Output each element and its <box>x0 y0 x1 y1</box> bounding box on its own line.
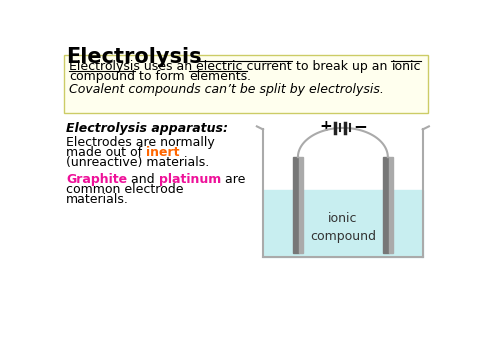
Text: are: are <box>221 172 246 185</box>
Text: to break up an: to break up an <box>292 60 391 73</box>
Text: made out of: made out of <box>66 145 146 159</box>
Text: .: . <box>247 70 251 83</box>
Text: platinum: platinum <box>159 172 221 185</box>
Text: compound: compound <box>69 70 135 83</box>
Text: elements: elements <box>189 70 247 83</box>
Text: Electrolysis apparatus:: Electrolysis apparatus: <box>66 122 228 135</box>
Text: electric current: electric current <box>196 60 292 73</box>
Text: −: − <box>353 117 367 135</box>
Bar <box>389 157 393 253</box>
Text: (unreactive) materials.: (unreactive) materials. <box>66 156 209 168</box>
Bar <box>293 157 299 253</box>
Text: inert: inert <box>146 145 180 159</box>
Text: common electrode: common electrode <box>66 183 184 195</box>
Bar <box>263 130 423 257</box>
Text: Electrolysis: Electrolysis <box>66 47 202 67</box>
Text: Electrodes are normally: Electrodes are normally <box>66 136 215 149</box>
Text: ionic: ionic <box>391 60 421 73</box>
Text: Graphite: Graphite <box>66 172 127 185</box>
Text: ionic
compound: ionic compound <box>310 212 376 243</box>
Bar <box>383 157 389 253</box>
Text: materials.: materials. <box>66 193 129 206</box>
FancyBboxPatch shape <box>64 55 428 113</box>
Text: Electrolysis uses an: Electrolysis uses an <box>69 60 196 73</box>
Text: Covalent compounds can’t be split by electrolysis.: Covalent compounds can’t be split by ele… <box>69 83 384 96</box>
Text: +: + <box>320 119 332 134</box>
Text: to form: to form <box>135 70 189 83</box>
Text: and: and <box>127 172 159 185</box>
Bar <box>299 157 303 253</box>
Bar <box>263 189 423 257</box>
